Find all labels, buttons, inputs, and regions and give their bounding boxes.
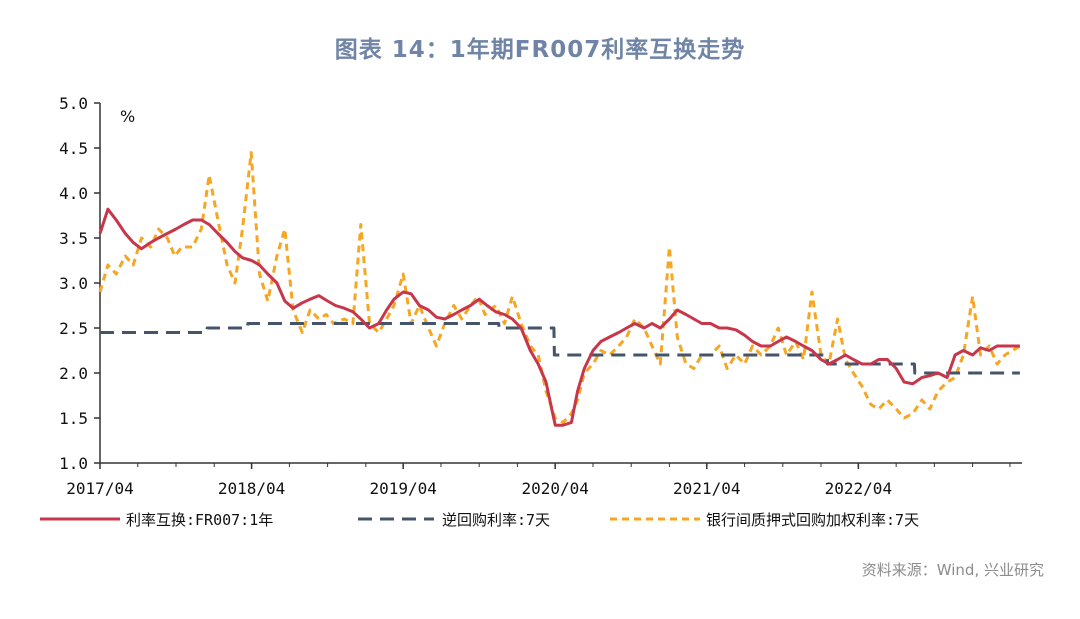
legend-label-1: 利率互换:FR007:1年 [126,511,273,529]
y-tick-label: 2.5 [59,319,88,338]
x-tick-label: 2020/04 [521,479,588,498]
chart: 5.0 4.5 4.0 3.5 3.0 2.5 2.0 1.5 1.0% 2017/04 2018/… [40,94,1022,529]
legend-label-3: 银行间质押式回购加权利率:7天 [706,511,919,529]
y-tick-label: 3.5 [59,229,88,248]
swap-series-line [98,207,1020,427]
pledged-repo-series-line [98,151,1021,424]
x-tick-label: 2019/04 [369,479,436,498]
y-unit-label: % [120,107,135,126]
y-tick-label: 4.5 [59,139,88,158]
x-tick-label: 2018/04 [218,479,285,498]
y-tick-label: 5.0 [59,94,88,113]
legend: 利率互换:FR007:1年 逆回购利率:7天 银行间质押式回购加权利率:7天 [40,511,919,529]
y-tick-label: 1.5 [59,409,88,428]
axes: 5.0 4.5 4.0 3.5 3.0 2.5 2.0 1.5 1.0% 2017/04 2018/… [59,94,1022,498]
y-tick-label: 3.0 [59,274,88,293]
y-tick-label: 2.0 [59,364,88,383]
x-tick-label: 2017/04 [66,479,133,498]
x-tick-label: 2022/04 [825,479,892,498]
y-tick-label: 1.0 [59,454,88,473]
series-layer [98,151,1021,427]
y-tick-label: 4.0 [59,184,88,203]
chart-title: 图表 14：1年期FR007利率互换走势 [334,37,746,63]
reverse-repo-series-line [100,322,1020,375]
x-tick-label: 2021/04 [673,479,740,498]
source-note: 资料来源：Wind, 兴业研究 [861,561,1044,579]
legend-label-2: 逆回购利率:7天 [442,511,550,529]
